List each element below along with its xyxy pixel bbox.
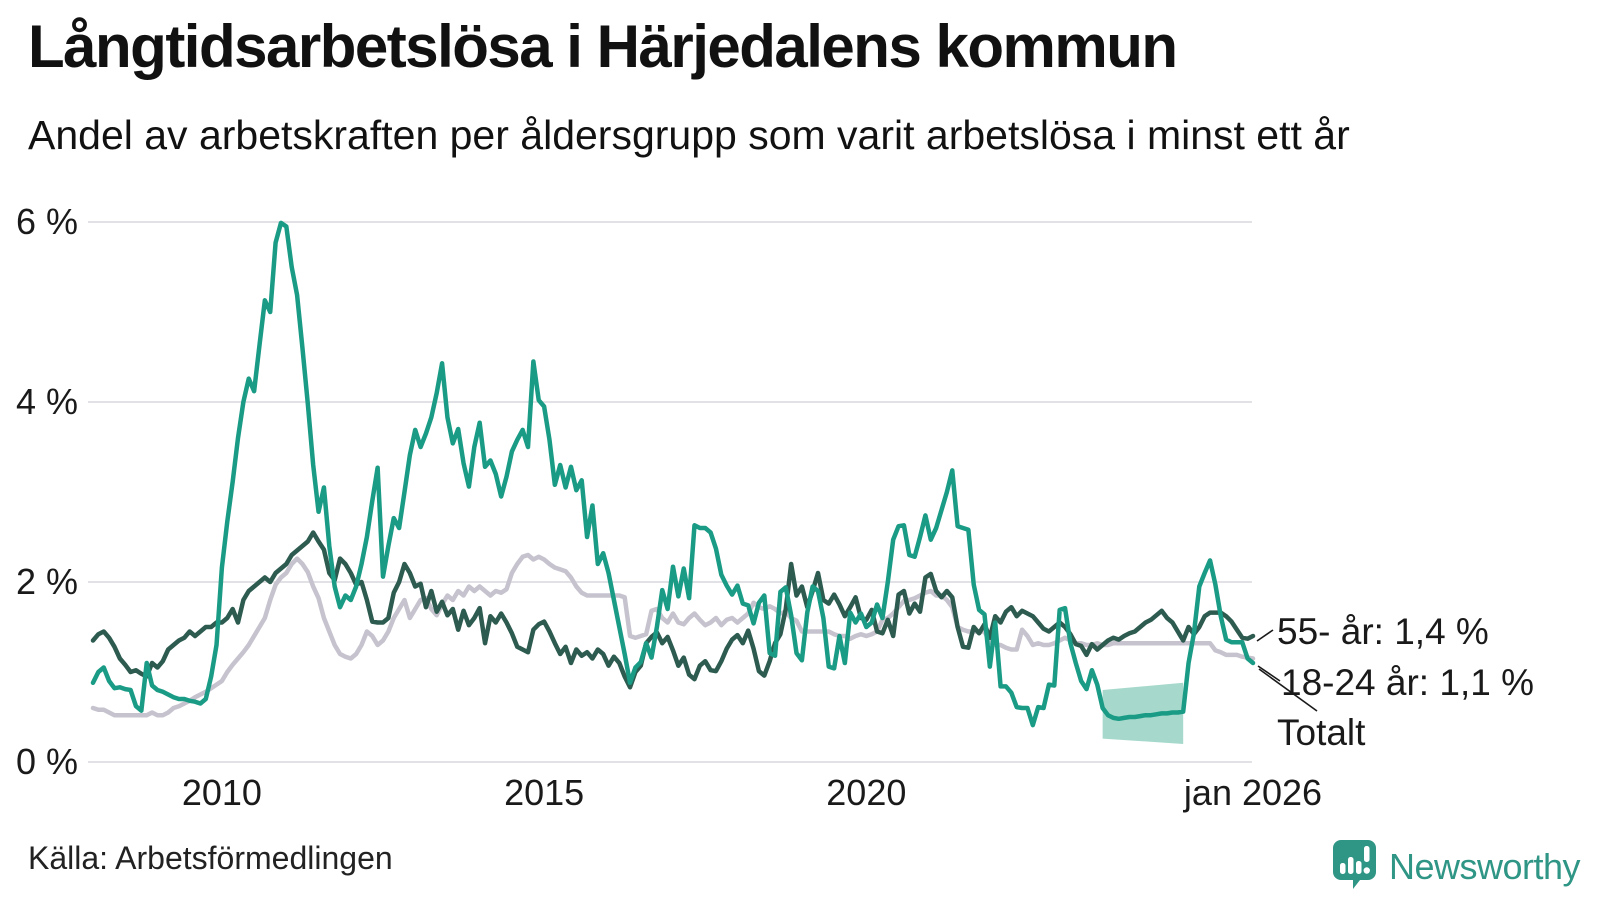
speech-bubble-bar-chart-exclamation-icon (1330, 838, 1379, 895)
y-axis-tick-label: 6 % (15, 201, 78, 242)
page-title: Långtidsarbetslösa i Härjedalens kommun (28, 13, 1178, 80)
x-axis-tick-label: 2020 (826, 772, 907, 813)
x-axis-tick-label: jan 2026 (1183, 772, 1323, 813)
y-axis-tick-label: 2 % (15, 561, 78, 602)
newsworthy-logo: Newsworthy (1330, 838, 1581, 895)
end-label-leader-line-2 (1258, 668, 1318, 712)
y-axis-tick-label: 0 % (15, 741, 78, 782)
source-note: Källa: Arbetsförmedlingen (28, 840, 393, 876)
series-end-label-total: Totalt (1277, 712, 1366, 753)
brand-name: Newsworthy (1389, 845, 1581, 887)
series-line-18-24-r (90, 220, 1256, 728)
series-end-label-55: 55- år: 1,4 % (1277, 611, 1489, 652)
y-axis-tick-label: 4 % (15, 381, 78, 422)
end-label-leader-line-1 (1257, 665, 1281, 682)
x-axis-tick-label: 2015 (504, 772, 585, 813)
end-label-leader-line-0 (1256, 629, 1274, 642)
page-subtitle: Andel av arbetskraften per åldersgrupp s… (28, 112, 1350, 158)
series-end-label-18-24: 18-24 år: 1,1 % (1281, 662, 1534, 703)
x-axis-tick-label: 2010 (181, 772, 262, 813)
